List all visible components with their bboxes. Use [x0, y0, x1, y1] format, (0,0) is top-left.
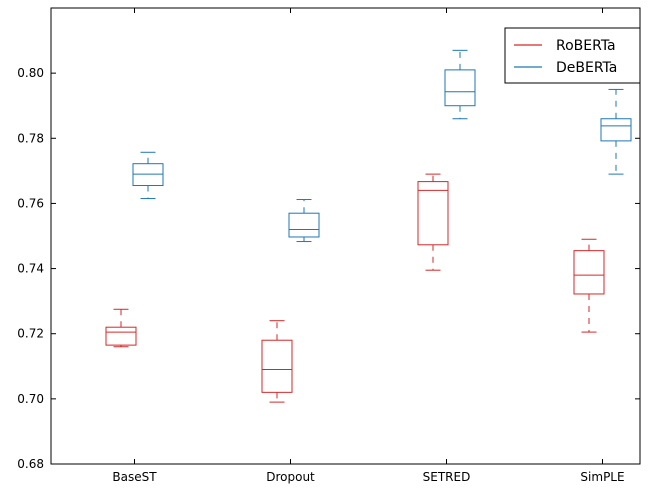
- y-tick-label: 0.70: [17, 392, 44, 406]
- legend-label-deberta: DeBERTa: [556, 60, 617, 76]
- box-roberta-setred: [417, 173, 449, 271]
- box-roberta-dropout: [261, 320, 293, 403]
- box-iqr: [444, 69, 476, 107]
- x-tick-label: BaseST: [112, 470, 157, 484]
- y-tick-label: 0.68: [17, 457, 44, 471]
- x-tick-label: Dropout: [266, 470, 315, 484]
- box-iqr: [105, 326, 137, 346]
- y-tick-label: 0.80: [17, 66, 44, 80]
- y-tick-label: 0.78: [17, 131, 44, 145]
- box-deberta-dropout: [288, 199, 320, 243]
- x-tick-label: SimPLE: [580, 470, 624, 484]
- box-deberta-setred: [444, 49, 476, 120]
- box-iqr: [417, 181, 449, 246]
- box-iqr: [600, 118, 632, 142]
- boxes-layer: [105, 49, 632, 403]
- y-tick-label: 0.72: [17, 327, 44, 341]
- box-roberta-simple: [573, 238, 605, 333]
- box-iqr: [288, 212, 320, 238]
- x-tick-label: SETRED: [423, 470, 471, 484]
- legend: RoBERTa DeBERTa: [504, 27, 641, 84]
- box-iqr: [261, 339, 293, 393]
- box-roberta-basest: [105, 308, 137, 348]
- y-tick-label: 0.74: [17, 262, 44, 276]
- legend-label-roberta: RoBERTa: [556, 38, 616, 54]
- box-deberta-simple: [600, 88, 632, 175]
- axes-layer: 0.68 0.70 0.72 0.74 0.76 0.78 0.80 BaseST Dropou…: [17, 7, 641, 484]
- legend-box: [504, 27, 641, 84]
- box-deberta-basest: [132, 151, 164, 200]
- plot-frame: [50, 7, 641, 465]
- y-tick-label: 0.76: [17, 196, 44, 210]
- box-iqr: [573, 250, 605, 295]
